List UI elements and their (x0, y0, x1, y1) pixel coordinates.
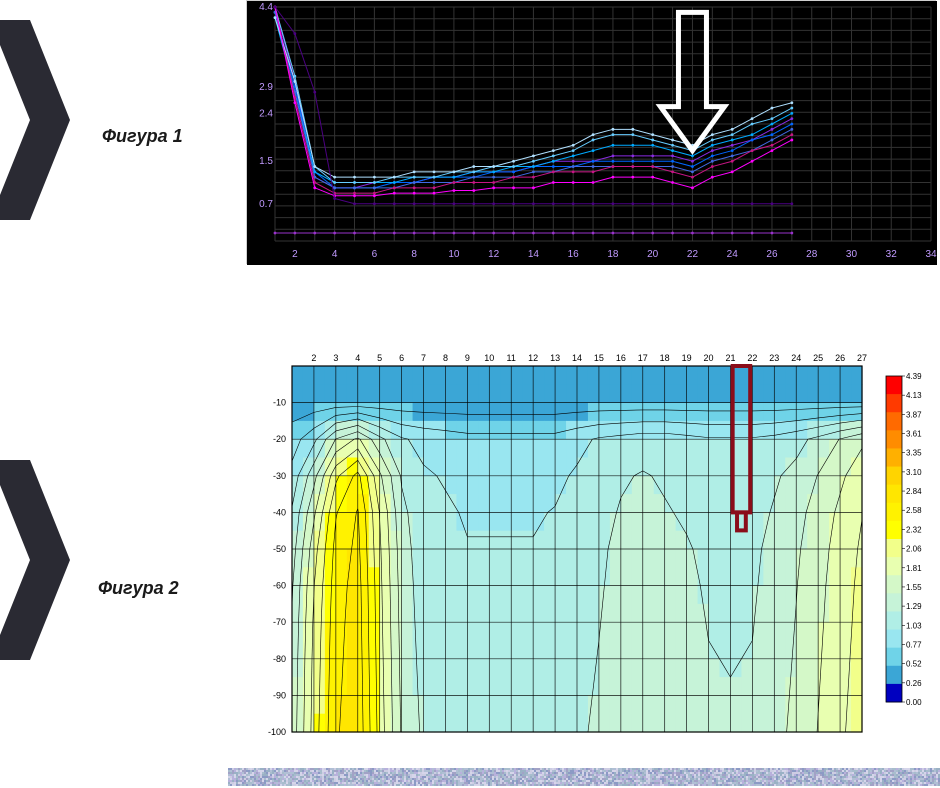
svg-text:24: 24 (727, 249, 739, 260)
svg-text:-50: -50 (273, 544, 286, 554)
svg-text:9: 9 (465, 353, 470, 363)
svg-text:1.81: 1.81 (906, 564, 922, 573)
svg-text:7: 7 (421, 353, 426, 363)
svg-text:13: 13 (550, 353, 560, 363)
svg-text:17: 17 (638, 353, 648, 363)
svg-text:10: 10 (448, 249, 460, 260)
svg-text:-40: -40 (273, 507, 286, 517)
svg-text:25: 25 (813, 353, 823, 363)
svg-text:-20: -20 (273, 434, 286, 444)
heatmap-chart: 2345678910111213141516171819202122232425… (246, 346, 936, 744)
decor-arrow-2 (0, 460, 70, 640)
svg-text:10: 10 (484, 353, 494, 363)
figure2-label: Фигура 2 (98, 578, 179, 599)
svg-text:5: 5 (377, 353, 382, 363)
svg-text:-60: -60 (273, 581, 286, 591)
svg-text:23: 23 (769, 353, 779, 363)
svg-text:0.52: 0.52 (906, 660, 922, 669)
svg-text:14: 14 (528, 249, 540, 260)
svg-text:14: 14 (572, 353, 582, 363)
svg-text:18: 18 (607, 249, 619, 260)
svg-text:3.35: 3.35 (906, 449, 922, 458)
svg-text:32: 32 (886, 249, 898, 260)
svg-text:15: 15 (594, 353, 604, 363)
svg-text:2.58: 2.58 (906, 506, 922, 515)
svg-text:1.5: 1.5 (259, 156, 273, 167)
svg-text:2.4: 2.4 (259, 108, 273, 119)
svg-text:12: 12 (488, 249, 500, 260)
svg-text:1.55: 1.55 (906, 583, 922, 592)
svg-text:2.9: 2.9 (259, 82, 273, 93)
noise-strip (228, 768, 940, 786)
svg-text:3.61: 3.61 (906, 430, 922, 439)
svg-text:-70: -70 (273, 617, 286, 627)
svg-text:26: 26 (835, 353, 845, 363)
svg-text:4.4: 4.4 (259, 2, 273, 13)
svg-text:2.32: 2.32 (906, 525, 922, 534)
svg-text:30: 30 (846, 249, 858, 260)
svg-text:28: 28 (806, 249, 818, 260)
svg-text:16: 16 (568, 249, 580, 260)
svg-text:20: 20 (647, 249, 659, 260)
svg-text:0.77: 0.77 (906, 640, 922, 649)
svg-text:-80: -80 (273, 654, 286, 664)
svg-text:24: 24 (791, 353, 801, 363)
svg-text:1.03: 1.03 (906, 621, 922, 630)
svg-text:2.84: 2.84 (906, 487, 922, 496)
svg-text:0.00: 0.00 (906, 698, 922, 707)
svg-text:1.29: 1.29 (906, 602, 922, 611)
svg-text:-30: -30 (273, 471, 286, 481)
svg-text:-90: -90 (273, 690, 286, 700)
svg-text:20: 20 (704, 353, 714, 363)
line-chart: 0.71.52.42.94.42468101214161820222426283… (246, 0, 936, 264)
svg-text:4: 4 (355, 353, 360, 363)
svg-text:21: 21 (725, 353, 735, 363)
svg-text:3: 3 (333, 353, 338, 363)
svg-text:2.06: 2.06 (906, 545, 922, 554)
svg-text:22: 22 (687, 249, 699, 260)
figure1-label: Фигура 1 (102, 126, 183, 147)
svg-text:34: 34 (925, 249, 937, 260)
svg-text:-10: -10 (273, 398, 286, 408)
svg-text:19: 19 (682, 353, 692, 363)
svg-text:8: 8 (411, 249, 417, 260)
svg-text:6: 6 (372, 249, 378, 260)
svg-text:6: 6 (399, 353, 404, 363)
svg-text:18: 18 (660, 353, 670, 363)
svg-text:12: 12 (528, 353, 538, 363)
svg-text:4.39: 4.39 (906, 372, 922, 381)
svg-text:8: 8 (443, 353, 448, 363)
decor-arrow-1 (0, 20, 70, 200)
svg-text:22: 22 (747, 353, 757, 363)
svg-text:0.26: 0.26 (906, 679, 922, 688)
svg-text:0.7: 0.7 (259, 199, 273, 210)
svg-text:16: 16 (616, 353, 626, 363)
svg-text:4: 4 (332, 249, 338, 260)
svg-text:3.87: 3.87 (906, 410, 922, 419)
svg-text:2: 2 (292, 249, 298, 260)
svg-text:27: 27 (857, 353, 867, 363)
svg-text:-100: -100 (268, 727, 286, 737)
svg-text:11: 11 (507, 353, 516, 363)
svg-text:4.13: 4.13 (906, 391, 922, 400)
svg-text:2: 2 (311, 353, 316, 363)
svg-text:3.10: 3.10 (906, 468, 922, 477)
svg-text:26: 26 (766, 249, 778, 260)
